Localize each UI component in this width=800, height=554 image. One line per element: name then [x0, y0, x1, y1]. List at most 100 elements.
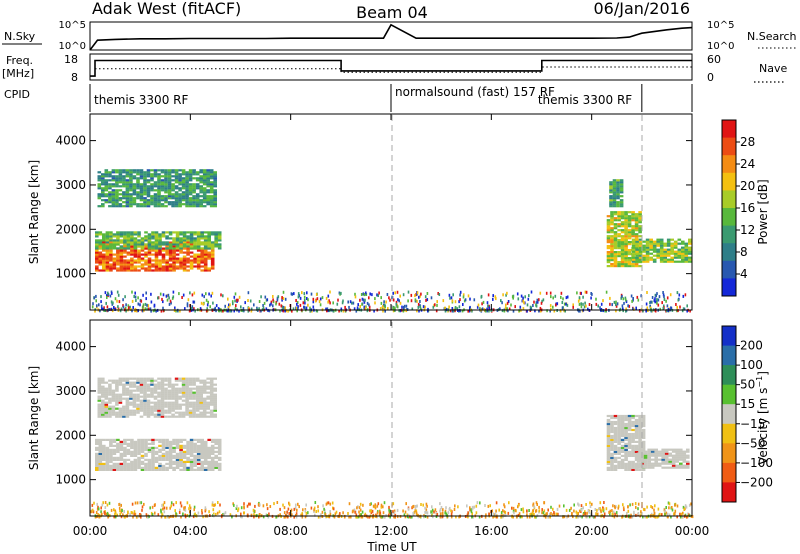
scatter-point — [212, 508, 215, 512]
scatter-point — [566, 303, 569, 307]
data-cell — [140, 466, 145, 469]
data-cell — [119, 440, 124, 443]
data-cell — [153, 391, 158, 394]
data-cell — [133, 452, 138, 455]
data-cell — [613, 452, 618, 455]
scatter-point — [414, 509, 416, 513]
scatter-point — [262, 306, 265, 310]
data-cell — [115, 191, 119, 194]
scatter-point — [664, 509, 666, 513]
data-cell — [620, 243, 625, 246]
data-cell — [189, 452, 194, 455]
scatter-point — [448, 293, 451, 297]
data-cell — [153, 185, 158, 188]
data-cell — [143, 185, 147, 188]
scatter-point — [234, 299, 236, 303]
scatter-point — [662, 291, 664, 294]
scatter-point — [475, 504, 478, 508]
data-cell — [627, 217, 632, 220]
data-cell — [673, 254, 678, 257]
data-cell — [165, 263, 169, 266]
data-cell — [116, 444, 120, 447]
data-cell — [144, 464, 148, 467]
data-cell — [666, 252, 671, 255]
scatter-point — [426, 504, 428, 508]
data-cell — [617, 446, 621, 449]
data-cell — [673, 242, 678, 245]
scatter-point — [326, 501, 329, 505]
data-cell — [164, 179, 168, 182]
scatter-point — [119, 512, 121, 516]
data-cell — [610, 227, 614, 230]
data-cell — [624, 243, 628, 246]
scatter-point — [586, 511, 588, 515]
data-cell — [158, 466, 162, 469]
data-cell — [157, 377, 161, 380]
data-cell — [617, 217, 621, 220]
data-cell — [153, 189, 158, 192]
data-cell — [663, 252, 667, 255]
data-cell — [160, 183, 165, 186]
y-tick-label: 1000 — [55, 473, 86, 487]
scatter-point — [282, 503, 284, 507]
scatter-point — [347, 300, 349, 304]
data-cell — [627, 229, 632, 232]
scatter-point — [284, 515, 286, 519]
data-cell — [617, 436, 621, 439]
scatter-point — [582, 295, 584, 299]
data-cell — [207, 267, 211, 270]
data-cell — [97, 413, 102, 416]
scatter-point — [514, 508, 517, 512]
data-cell — [175, 249, 180, 252]
scatter-point — [165, 506, 168, 510]
data-cell — [606, 460, 611, 463]
data-cell — [203, 237, 208, 240]
data-cell — [98, 253, 103, 256]
data-cell — [174, 391, 179, 394]
scatter-point — [658, 295, 661, 299]
data-cell — [115, 387, 119, 390]
scatter-point — [362, 503, 364, 507]
data-cell — [151, 249, 155, 252]
data-cell — [203, 466, 208, 469]
data-cell — [200, 259, 204, 262]
data-cell — [160, 205, 165, 208]
scatter-point — [114, 511, 117, 515]
data-cell — [182, 237, 187, 240]
scatter-point — [106, 305, 109, 309]
data-cell — [151, 464, 155, 467]
data-cell — [217, 442, 222, 445]
data-cell — [133, 448, 138, 451]
scatter-point — [189, 506, 192, 510]
data-cell — [182, 456, 187, 459]
data-cell — [115, 407, 119, 410]
data-cell — [206, 185, 210, 188]
scatter-point — [370, 509, 372, 513]
data-cell — [157, 383, 161, 386]
data-cell — [189, 265, 194, 268]
data-cell — [98, 245, 103, 248]
data-cell — [151, 462, 155, 465]
data-cell — [129, 203, 133, 206]
data-cell — [634, 444, 639, 447]
scatter-point — [392, 510, 394, 514]
data-cell — [617, 211, 621, 214]
data-cell — [627, 446, 632, 449]
data-cell — [115, 171, 119, 174]
data-cell — [116, 468, 120, 471]
data-cell — [657, 454, 662, 457]
data-cell — [682, 464, 687, 467]
scatter-point — [374, 301, 376, 305]
data-cell — [161, 235, 166, 238]
data-cell — [105, 263, 110, 266]
scatter-point — [412, 505, 414, 509]
data-cell — [606, 253, 611, 256]
data-cell — [101, 173, 105, 176]
data-cell — [119, 452, 124, 455]
data-cell — [161, 269, 166, 272]
data-cell — [95, 259, 99, 262]
data-cell — [186, 456, 190, 459]
data-cell — [130, 460, 134, 463]
scatter-point — [315, 309, 318, 313]
data-cell — [115, 385, 119, 388]
